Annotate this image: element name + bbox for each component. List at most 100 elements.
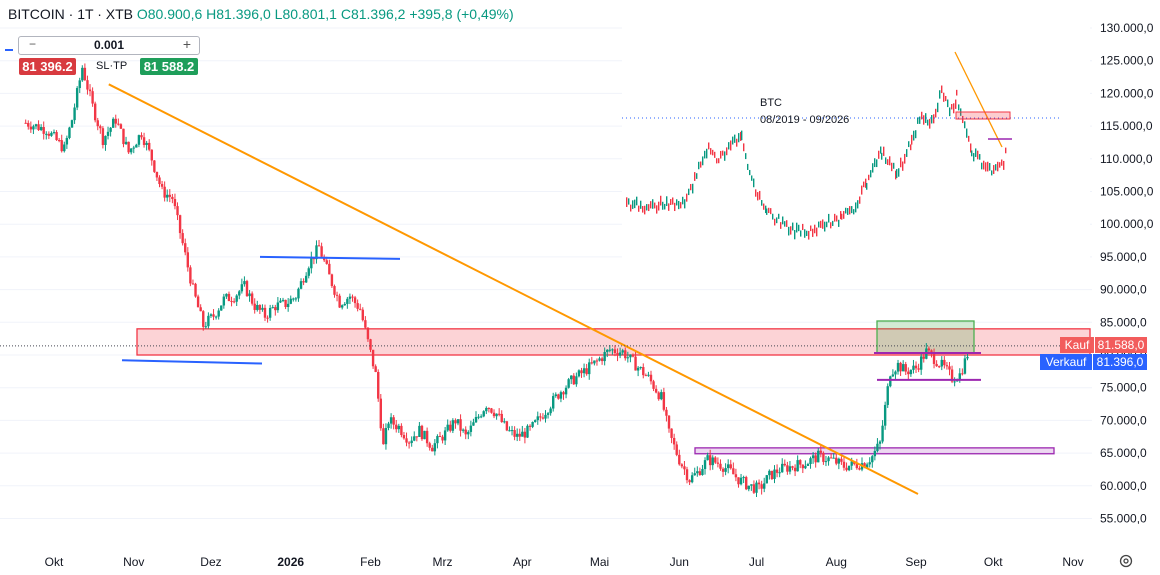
candle-body	[667, 415, 671, 429]
inset-candle	[876, 159, 878, 168]
candle-body	[235, 295, 238, 302]
candle-body	[263, 307, 267, 318]
inset-candle	[962, 115, 964, 124]
inset-candle	[997, 161, 999, 172]
y-tick-label: 95.000,0	[1100, 250, 1147, 264]
candle-body	[487, 407, 491, 409]
inset-candle	[851, 206, 853, 214]
inset-candle	[660, 195, 662, 206]
candle-body	[256, 304, 259, 310]
candle-body	[634, 356, 637, 371]
candle-body	[817, 450, 820, 463]
candle-body	[528, 425, 532, 427]
gear-icon[interactable]	[1118, 553, 1134, 572]
candle-body	[891, 374, 895, 377]
candle-body	[106, 131, 110, 136]
candle-body	[922, 356, 925, 359]
symbol-header: BITCOIN · 1T · XTB O80.900,6 H81.396,0 L…	[8, 6, 514, 22]
candle-body	[400, 425, 403, 436]
y-tick-label: 65.000,0	[1100, 446, 1147, 460]
candle-body	[804, 465, 807, 469]
candle-body	[716, 462, 720, 464]
candle-body	[842, 461, 846, 468]
inset-candle	[728, 142, 730, 150]
ohlc-change: +395,8 (+0,49%)	[409, 6, 514, 22]
verkauf-label-tag: Verkauf	[1040, 353, 1092, 370]
candle-body	[647, 374, 650, 376]
inset-candle	[995, 164, 997, 171]
candle-body	[351, 296, 354, 298]
candle-body	[585, 368, 588, 375]
decrease-quantity-button[interactable]: −	[29, 37, 37, 51]
candle-body	[443, 430, 447, 441]
candle-body	[533, 420, 537, 423]
inset-candle	[902, 161, 904, 171]
candle-body	[611, 349, 614, 351]
quantity-value[interactable]: 0.001	[93, 38, 125, 52]
inset-candle	[747, 163, 749, 170]
inset-candle	[790, 226, 792, 235]
candle-body	[801, 464, 805, 469]
candle-body	[662, 392, 666, 410]
inset-candle	[646, 204, 648, 211]
candle-body	[199, 307, 202, 312]
candle-body	[595, 360, 599, 362]
x-tick-label: Sep	[905, 555, 927, 569]
candle-body	[729, 464, 732, 469]
y-tick-label: 60.000,0	[1100, 479, 1147, 493]
symbol-name[interactable]: BITCOIN · 1T · XTB	[8, 6, 133, 22]
candle-body	[171, 196, 174, 200]
candle-body	[299, 281, 303, 289]
candle-body	[840, 458, 843, 462]
candle-body	[796, 460, 799, 472]
candle-body	[178, 215, 182, 234]
y-axis[interactable]: 55.000,0 60.000,0 65.000,0 70.000,0 75.000,0…	[1100, 21, 1154, 526]
candle-body	[402, 435, 406, 439]
candle-body	[441, 436, 444, 441]
inset-candle	[772, 213, 774, 220]
x-tick-label: Nov	[123, 555, 144, 569]
quantity-stepper[interactable]: − 0.001 +	[18, 36, 200, 55]
candle-body	[37, 124, 40, 131]
candle-body	[397, 425, 401, 430]
x-tick-label: Aug	[826, 555, 847, 569]
candle-body	[474, 417, 478, 423]
candle-body	[886, 386, 889, 405]
candle-body	[495, 413, 498, 417]
candle-body	[606, 349, 609, 353]
inset-candle	[648, 204, 650, 212]
candle-body	[832, 457, 835, 459]
candle-body	[232, 301, 236, 303]
candle-body	[541, 417, 545, 419]
inset-candle	[853, 209, 855, 215]
inset-candle	[674, 202, 676, 212]
inset-candle	[702, 156, 704, 166]
candle-body	[369, 339, 372, 350]
candle-body	[788, 466, 792, 472]
candle-body	[315, 245, 318, 260]
candle-body	[418, 425, 421, 437]
candle-body	[552, 396, 555, 409]
candle-body	[459, 419, 462, 431]
increase-quantity-button[interactable]: +	[182, 36, 191, 52]
candle-body	[99, 126, 102, 129]
candle-body	[485, 407, 488, 412]
sl-tp-label[interactable]: SL·TP	[96, 60, 128, 72]
support-line	[121, 359, 263, 365]
candle-body	[492, 412, 496, 417]
candle-body	[32, 126, 35, 130]
candle-body	[238, 291, 241, 296]
candle-body	[950, 369, 954, 382]
sell-button[interactable]: 81 396.2	[19, 58, 76, 75]
inset-candle	[845, 207, 847, 214]
candle-body	[546, 413, 550, 415]
buy-button[interactable]: 81 588.2	[140, 58, 198, 75]
inset-candle	[743, 143, 745, 152]
inset-candle	[900, 157, 902, 168]
candle-body	[703, 460, 707, 470]
x-axis[interactable]: Okt Nov Dez 2026 Feb Mrz Apr Mai Jun Jul Aug Sep Okt…	[45, 555, 1084, 569]
x-tick-label: 2026	[277, 555, 304, 569]
x-tick-label: Jul	[749, 555, 764, 569]
candle-body	[70, 120, 74, 128]
